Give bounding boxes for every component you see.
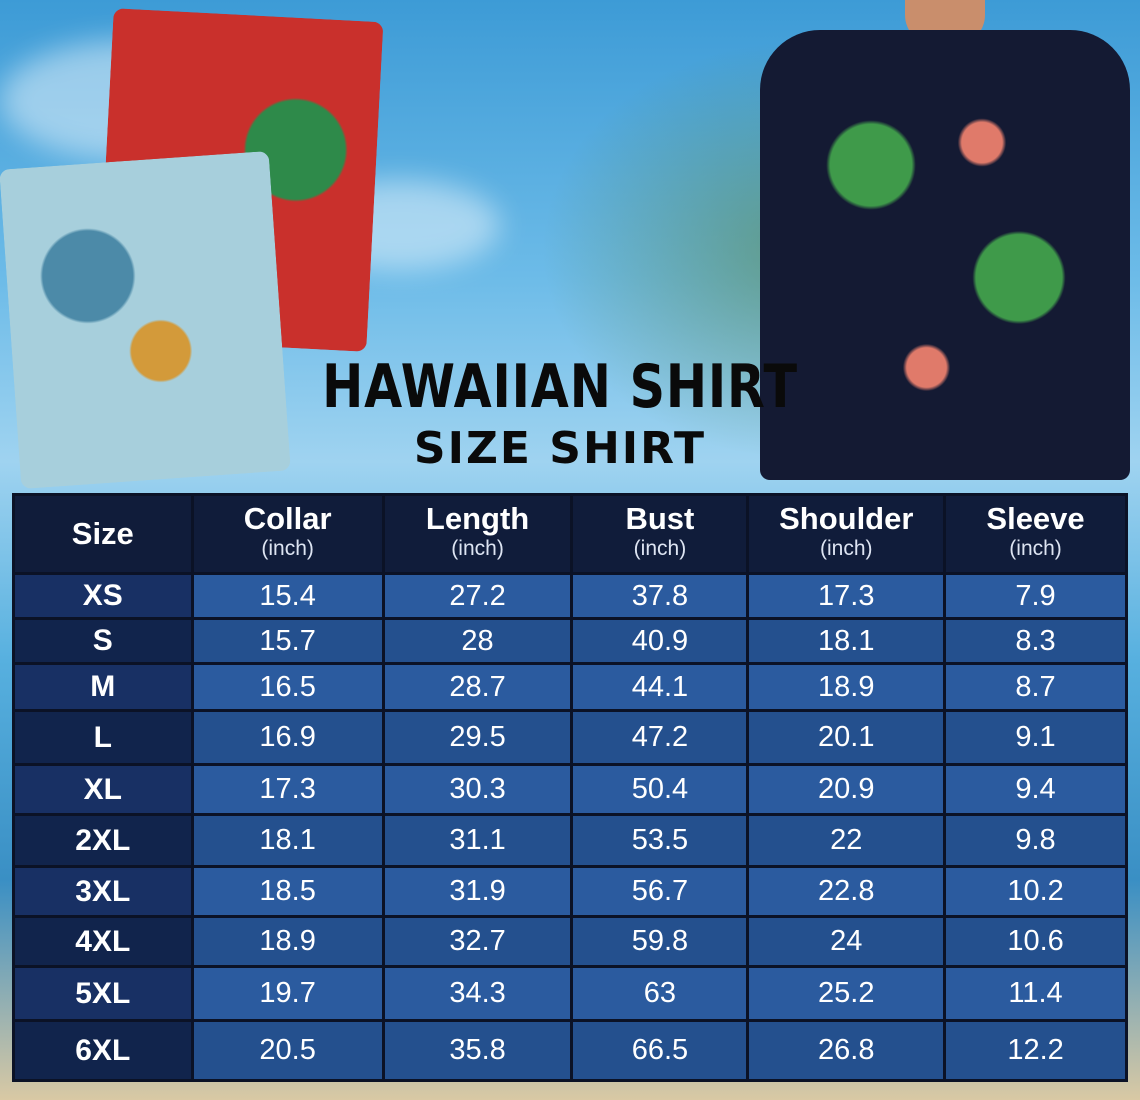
measurement-cell: 28 (381, 617, 574, 665)
column-header-length: Length (inch) (381, 493, 574, 575)
folded-blue-shirt-image (0, 150, 291, 490)
size-cell: 4XL (12, 915, 194, 968)
column-unit: (inch) (819, 537, 873, 560)
column-unit: (inch) (633, 537, 687, 560)
measurement-cell: 19.7 (190, 965, 385, 1022)
size-cell: 3XL (12, 865, 194, 918)
measurement-cell: 22.8 (746, 865, 947, 918)
measurement-cell: 10.2 (943, 865, 1128, 918)
measurement-cell: 35.8 (381, 1019, 574, 1082)
measurement-cell: 7.9 (943, 572, 1128, 620)
measurement-cell: 18.1 (190, 813, 385, 868)
measurement-cell: 10.6 (943, 915, 1128, 968)
measurement-cell: 50.4 (570, 763, 750, 816)
measurement-cell: 18.9 (746, 662, 947, 712)
measurement-cell: 22 (746, 813, 947, 868)
measurement-cell: 31.1 (381, 813, 574, 868)
size-cell: 2XL (12, 813, 194, 868)
size-cell: L (12, 709, 194, 766)
size-chart-table: Size Collar (inch) Length (inch) Bust (inch) Sh… (12, 493, 1128, 1082)
page-title: HAWAIIAN SHIRT (322, 352, 798, 422)
size-cell: XS (12, 572, 194, 620)
measurement-cell: 47.2 (570, 709, 750, 766)
measurement-cell: 12.2 (943, 1019, 1128, 1082)
measurement-cell: 66.5 (570, 1019, 750, 1082)
measurement-cell: 18.1 (746, 617, 947, 665)
measurement-cell: 27.2 (381, 572, 574, 620)
measurement-cell: 20.9 (746, 763, 947, 816)
measurement-cell: 17.3 (190, 763, 385, 816)
measurement-cell: 31.9 (381, 865, 574, 918)
measurement-cell: 16.9 (190, 709, 385, 766)
measurement-cell: 17.3 (746, 572, 947, 620)
table-row: XL 17.3 30.3 50.4 20.9 9.4 (12, 763, 1128, 816)
measurement-cell: 32.7 (381, 915, 574, 968)
table-row: 6XL 20.5 35.8 66.5 26.8 12.2 (12, 1019, 1128, 1082)
measurement-cell: 44.1 (570, 662, 750, 712)
measurement-cell: 9.1 (943, 709, 1128, 766)
column-header-collar: Collar (inch) (190, 493, 385, 575)
measurement-cell: 37.8 (570, 572, 750, 620)
table-row: M 16.5 28.7 44.1 18.9 8.7 (12, 662, 1128, 712)
measurement-cell: 26.8 (746, 1019, 947, 1082)
measurement-cell: 8.7 (943, 662, 1128, 712)
measurement-cell: 20.5 (190, 1019, 385, 1082)
table-row: 4XL 18.9 32.7 59.8 24 10.6 (12, 915, 1128, 968)
measurement-cell: 15.4 (190, 572, 385, 620)
model-flamingo-shirt-image (760, 30, 1130, 480)
size-cell: 6XL (12, 1019, 194, 1082)
column-label: Length (425, 501, 530, 536)
measurement-cell: 11.4 (943, 965, 1128, 1022)
measurement-cell: 63 (570, 965, 750, 1022)
measurement-cell: 30.3 (381, 763, 574, 816)
table-row: L 16.9 29.5 47.2 20.1 9.1 (12, 709, 1128, 766)
column-label: Sleeve (986, 501, 1085, 536)
measurement-cell: 9.8 (943, 813, 1128, 868)
size-cell: 5XL (12, 965, 194, 1022)
column-header-sleeve: Sleeve (inch) (943, 493, 1128, 575)
size-cell: M (12, 662, 194, 712)
measurement-cell: 40.9 (570, 617, 750, 665)
measurement-cell: 18.5 (190, 865, 385, 918)
table-row: XS 15.4 27.2 37.8 17.3 7.9 (12, 572, 1128, 620)
column-unit: (inch) (261, 537, 314, 560)
size-cell: XL (12, 763, 194, 816)
measurement-cell: 24 (746, 915, 947, 968)
table-row: 3XL 18.5 31.9 56.7 22.8 10.2 (12, 865, 1128, 918)
column-header-bust: Bust (inch) (570, 493, 750, 575)
column-label: Collar (243, 501, 332, 536)
measurement-cell: 25.2 (746, 965, 947, 1022)
column-header-shoulder: Shoulder (inch) (746, 493, 947, 575)
column-unit: (inch) (1009, 537, 1062, 560)
size-cell: S (12, 617, 194, 665)
column-header-size: Size (12, 493, 194, 575)
measurement-cell: 15.7 (190, 617, 385, 665)
measurement-cell: 53.5 (570, 813, 750, 868)
table-row: 2XL 18.1 31.1 53.5 22 9.8 (12, 813, 1128, 868)
measurement-cell: 29.5 (381, 709, 574, 766)
page-subtitle: SIZE SHIRT (413, 423, 707, 474)
measurement-cell: 28.7 (381, 662, 574, 712)
column-label: Shoulder (779, 501, 914, 536)
table-header-row: Size Collar (inch) Length (inch) Bust (inch) Sh… (12, 493, 1128, 575)
column-label: Bust (625, 501, 695, 536)
column-unit: (inch) (451, 537, 504, 560)
table-row: 5XL 19.7 34.3 63 25.2 11.4 (12, 965, 1128, 1022)
measurement-cell: 56.7 (570, 865, 750, 918)
column-label: Size (71, 516, 134, 551)
measurement-cell: 18.9 (190, 915, 385, 968)
measurement-cell: 9.4 (943, 763, 1128, 816)
measurement-cell: 59.8 (570, 915, 750, 968)
measurement-cell: 16.5 (190, 662, 385, 712)
measurement-cell: 8.3 (943, 617, 1128, 665)
measurement-cell: 34.3 (381, 965, 574, 1022)
table-row: S 15.7 28 40.9 18.1 8.3 (12, 617, 1128, 665)
measurement-cell: 20.1 (746, 709, 947, 766)
